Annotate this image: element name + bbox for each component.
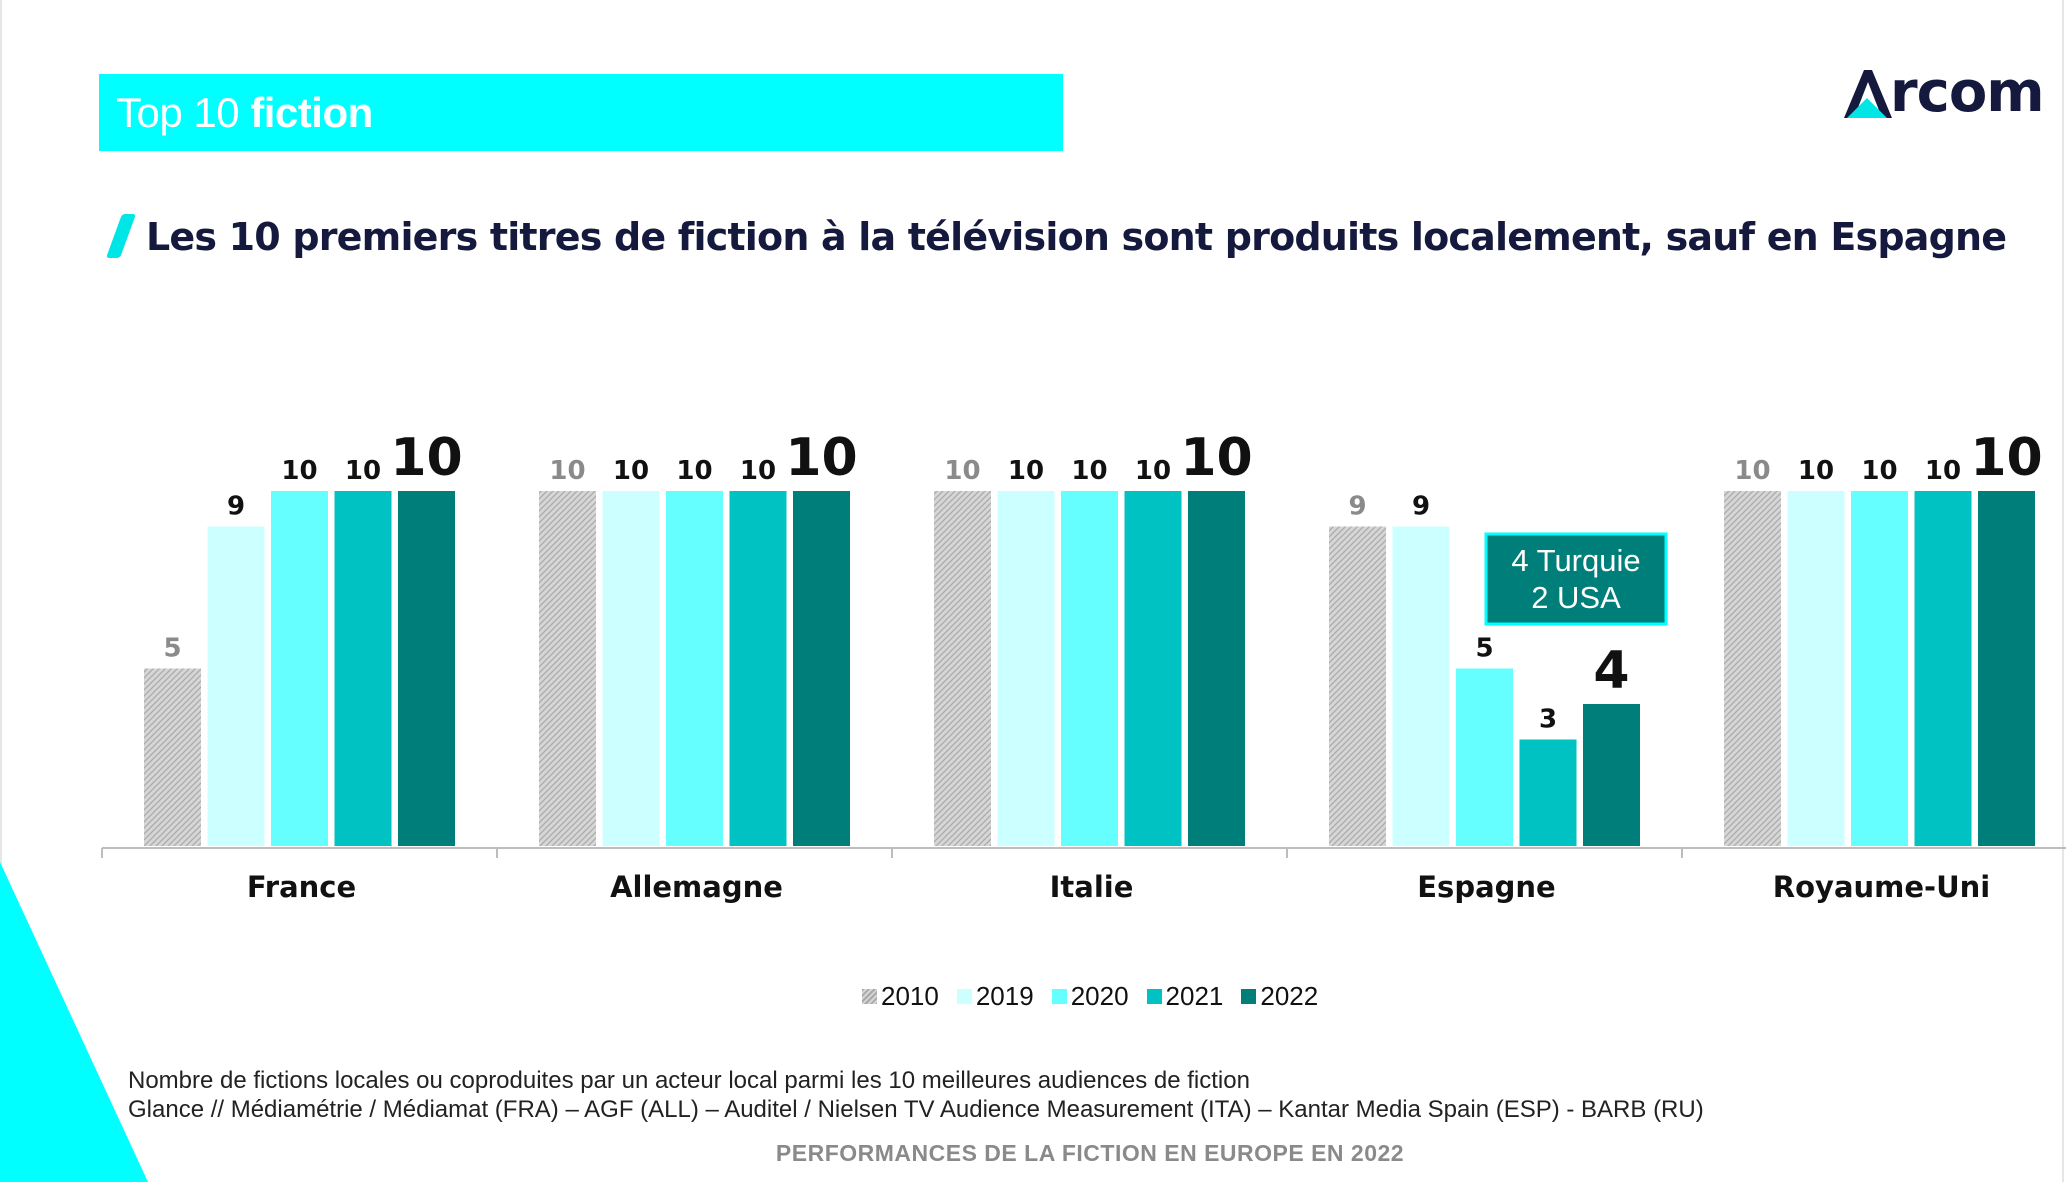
bar-italie-2010 <box>934 491 991 846</box>
header-band: Top 10 fiction <box>99 74 1063 151</box>
legend-item-2019: 2019 <box>956 980 1034 1012</box>
bar-italie-2021 <box>1124 491 1182 846</box>
legend-label: 2020 <box>1070 980 1129 1011</box>
arcom-a-logo-icon <box>1844 70 1892 118</box>
bar-allemagne-2010 <box>539 491 596 846</box>
legend-item-2020: 2020 <box>1051 980 1129 1012</box>
bar-royaume-uni-2021 <box>1914 491 1972 846</box>
data-label-espagne-2021: 3 <box>1539 705 1557 735</box>
corner-triangle-decoration <box>0 862 148 1182</box>
annotation-line: 4 Turquie <box>1511 543 1640 578</box>
data-label-allemagne-2010: 10 <box>549 456 585 486</box>
bar-espagne-2010 <box>1329 526 1386 846</box>
chart-legend: 2010 2019 2020 2021 2022 <box>862 978 1336 1014</box>
bar-italie-2022 <box>1188 491 1245 846</box>
bar-royaume-uni-2019 <box>1787 491 1845 846</box>
bar-france-2022 <box>398 491 455 846</box>
left-border <box>0 0 2 870</box>
bar-espagne-2022 <box>1583 704 1640 846</box>
data-label-royaume-uni-2021: 10 <box>1925 456 1961 486</box>
title-bold: fiction <box>250 89 373 136</box>
footnote-line-2: Glance // Médiamétrie / Médiamat (FRA) –… <box>128 1096 1704 1123</box>
legend-swatch <box>956 988 972 1004</box>
legend-label: 2019 <box>975 980 1034 1011</box>
page-title: Top 10 fiction <box>116 74 373 151</box>
legend-label: 2010 <box>881 980 939 1011</box>
data-label-france-2021: 10 <box>345 456 381 486</box>
bar-espagne-2021 <box>1519 739 1577 846</box>
legend-item-2021: 2021 <box>1146 980 1224 1012</box>
data-label-allemagne-2021: 10 <box>740 456 776 486</box>
data-label-espagne-2020: 5 <box>1475 634 1493 664</box>
bar-royaume-uni-2022 <box>1978 491 2035 846</box>
data-label-allemagne-2019: 10 <box>613 456 649 486</box>
data-label-italie-2020: 10 <box>1071 456 1107 486</box>
data-label-france-2020: 10 <box>281 456 317 486</box>
data-label-royaume-uni-2019: 10 <box>1798 456 1834 486</box>
bar-espagne-2020 <box>1456 668 1513 846</box>
data-label-espagne-2022: 4 <box>1593 641 1629 701</box>
bar-france-2020 <box>271 491 328 846</box>
legend-label: 2021 <box>1165 980 1224 1011</box>
bar-france-2010 <box>144 668 201 846</box>
bar-france-2021 <box>334 491 392 846</box>
category-label-royaume-uni: Royaume-Uni <box>1773 870 1990 904</box>
title-light: Top 10 <box>116 89 251 136</box>
footnote: Nombre de fictions locales ou coproduite… <box>128 1066 1828 1124</box>
data-label-royaume-uni-2022: 10 <box>1970 428 2042 488</box>
data-label-france-2019: 9 <box>227 492 245 522</box>
category-label-italie: Italie <box>1050 870 1134 904</box>
page-footer: PERFORMANCES DE LA FICTION EN EUROPE EN … <box>775 1140 1405 1166</box>
legend-swatch <box>1146 988 1162 1004</box>
bar-france-2019 <box>207 526 265 846</box>
legend-swatch <box>862 988 877 1004</box>
legend-item-2010: 2010 <box>862 981 939 1012</box>
data-label-royaume-uni-2020: 10 <box>1861 456 1897 486</box>
bar-chart: 5 9 10 10 10 France 10 10 10 10 10 Allemagne 10 10 10 1… <box>101 428 2066 904</box>
footnote-line-1: Nombre de fictions locales ou coproduite… <box>128 1067 1250 1094</box>
data-label-italie-2019: 10 <box>1008 456 1044 486</box>
bar-allemagne-2019 <box>602 491 660 846</box>
annotation-background <box>1484 532 1668 626</box>
right-border <box>2062 0 2064 1182</box>
bar-italie-2019 <box>997 491 1055 846</box>
category-label-allemagne: Allemagne <box>610 870 783 904</box>
data-label-italie-2010: 10 <box>944 456 980 486</box>
legend-label: 2022 <box>1260 980 1319 1011</box>
legend-item-2022: 2022 <box>1241 981 1318 1012</box>
bar-allemagne-2021 <box>729 491 787 846</box>
legend-swatch <box>1241 988 1257 1004</box>
bar-royaume-uni-2010 <box>1724 491 1781 846</box>
bar-royaume-uni-2020 <box>1851 491 1908 846</box>
category-label-espagne: Espagne <box>1417 870 1555 904</box>
arcom-logo: rcom <box>1838 60 2060 126</box>
data-label-france-2010: 5 <box>163 634 181 664</box>
data-label-allemagne-2022: 10 <box>785 428 857 488</box>
data-label-italie-2022: 10 <box>1180 428 1252 488</box>
legend-swatch <box>1051 988 1067 1004</box>
data-label-espagne-2010: 9 <box>1348 492 1366 522</box>
data-label-espagne-2019: 9 <box>1412 492 1430 522</box>
slide-subtitle: Les 10 premiers titres de fiction à la t… <box>146 215 2007 259</box>
category-label-france: France <box>247 870 356 904</box>
data-label-france-2022: 10 <box>390 428 462 488</box>
logo-text: rcom <box>1890 60 2045 125</box>
bar-espagne-2019 <box>1392 526 1450 846</box>
data-label-allemagne-2020: 10 <box>676 456 712 486</box>
bar-allemagne-2020 <box>666 491 723 846</box>
annotation-line: 2 USA <box>1531 580 1621 615</box>
data-label-italie-2021: 10 <box>1135 456 1171 486</box>
bar-italie-2020 <box>1061 491 1118 846</box>
bar-allemagne-2022 <box>793 491 850 846</box>
data-label-royaume-uni-2010: 10 <box>1734 456 1770 486</box>
